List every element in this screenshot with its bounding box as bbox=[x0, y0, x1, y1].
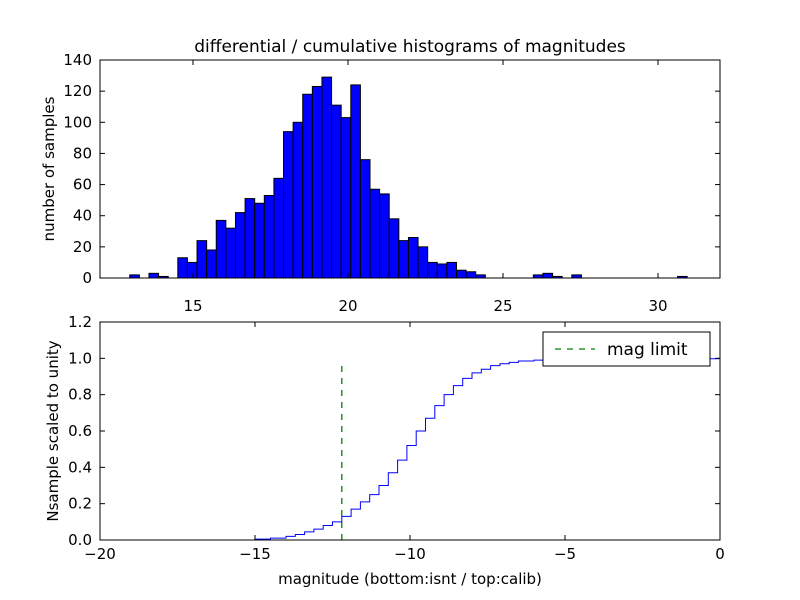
histogram-bar bbox=[148, 272, 160, 279]
histogram-y-tick-label: 20 bbox=[73, 238, 92, 256]
histogram-x-tick-label: 20 bbox=[338, 297, 357, 315]
cumulative-panel: −20 −15 −10 −5 0 0.0 0.2 0.4 0.6 0.8 1.0 1.2 magni… bbox=[44, 313, 725, 588]
cumulative-y-tick-label: 0.2 bbox=[68, 495, 92, 513]
histogram-bar bbox=[350, 84, 361, 279]
histogram-bar bbox=[215, 219, 227, 279]
histogram-bar bbox=[417, 246, 429, 279]
histogram-bar bbox=[244, 198, 256, 279]
cumulative-y-tick-label: 0.0 bbox=[68, 531, 92, 549]
histogram-bar bbox=[542, 272, 554, 279]
cumulative-x-tick-label: −5 bbox=[554, 545, 576, 563]
cumulative-x-tick-label: −20 bbox=[84, 545, 116, 563]
histogram-bar bbox=[456, 269, 467, 279]
cumulative-y-tick-label: 1.0 bbox=[68, 349, 92, 367]
histogram-bar bbox=[186, 261, 198, 279]
histogram-bar bbox=[359, 159, 371, 279]
histogram-bar bbox=[388, 218, 400, 279]
histogram-y-tick-label: 60 bbox=[73, 176, 92, 194]
histogram-y-tick-label: 80 bbox=[73, 144, 92, 162]
histogram-bar bbox=[379, 193, 390, 279]
histogram-bar bbox=[331, 104, 342, 279]
cumulative-step-line bbox=[100, 357, 721, 541]
histogram-bar bbox=[340, 117, 352, 279]
histogram-panel: 15 20 25 30 0 20 40 60 80 100 120 140 number of sa… bbox=[40, 51, 721, 315]
histogram-bar bbox=[177, 257, 188, 279]
histogram-bar bbox=[206, 249, 217, 279]
histogram-bar bbox=[234, 212, 246, 279]
histogram-bar bbox=[292, 121, 304, 279]
histogram-bar bbox=[302, 93, 313, 279]
histogram-x-ticks: 15 20 25 30 bbox=[183, 60, 668, 315]
histogram-y-tick-label: 140 bbox=[63, 51, 92, 69]
cumulative-x-ticks: −20 −15 −10 −5 0 bbox=[84, 322, 725, 563]
histogram-bar bbox=[263, 194, 275, 279]
cumulative-y-axis-label: Nsample scaled to unity bbox=[44, 340, 62, 521]
cumulative-x-axis-label: magnitude (bottom:isnt / top:calib) bbox=[278, 570, 542, 588]
chart-title: differential / cumulative histograms of … bbox=[194, 37, 626, 57]
histogram-bar bbox=[254, 202, 265, 279]
histogram-x-tick-label: 30 bbox=[648, 297, 667, 315]
cumulative-y-tick-label: 0.4 bbox=[68, 458, 92, 476]
histogram-bar bbox=[398, 240, 409, 279]
legend: mag limit bbox=[542, 331, 711, 367]
cumulative-y-tick-label: 1.2 bbox=[68, 313, 92, 331]
cumulative-y-tick-label: 0.6 bbox=[68, 422, 92, 440]
cumulative-x-tick-label: −15 bbox=[239, 545, 271, 563]
histogram-bar bbox=[311, 85, 323, 279]
histogram-x-tick-label: 15 bbox=[183, 297, 202, 315]
histogram-bar bbox=[427, 261, 438, 279]
histogram-x-tick-label: 25 bbox=[493, 297, 512, 315]
legend-mag-limit-label: mag limit bbox=[607, 340, 688, 360]
histogram-axes-frame bbox=[99, 59, 721, 279]
histogram-y-axis-label: number of samples bbox=[40, 96, 58, 241]
cumulative-y-ticks: 0.0 0.2 0.4 0.6 0.8 1.0 1.2 bbox=[68, 313, 720, 549]
histogram-bar bbox=[283, 131, 294, 279]
histogram-y-tick-label: 0 bbox=[82, 269, 92, 287]
histogram-bar bbox=[436, 263, 448, 279]
histogram-y-tick-label: 120 bbox=[63, 82, 92, 100]
cumulative-x-tick-label: −10 bbox=[394, 545, 426, 563]
histogram-y-ticks: 0 20 40 60 80 100 120 140 bbox=[63, 51, 720, 287]
cumulative-x-tick-label: 0 bbox=[715, 545, 725, 563]
histogram-bar bbox=[225, 227, 236, 279]
histogram-bar bbox=[196, 240, 208, 279]
histogram-bar bbox=[321, 76, 333, 279]
cumulative-y-tick-label: 0.8 bbox=[68, 386, 92, 404]
histogram-y-tick-label: 100 bbox=[63, 113, 92, 131]
histogram-bar bbox=[273, 177, 285, 279]
histogram-bar bbox=[407, 237, 419, 279]
histogram-bar bbox=[446, 261, 458, 279]
histogram-y-tick-label: 40 bbox=[73, 207, 92, 225]
histogram-bar bbox=[465, 271, 477, 279]
histogram-bars bbox=[129, 76, 688, 279]
histogram-bar bbox=[369, 188, 381, 279]
